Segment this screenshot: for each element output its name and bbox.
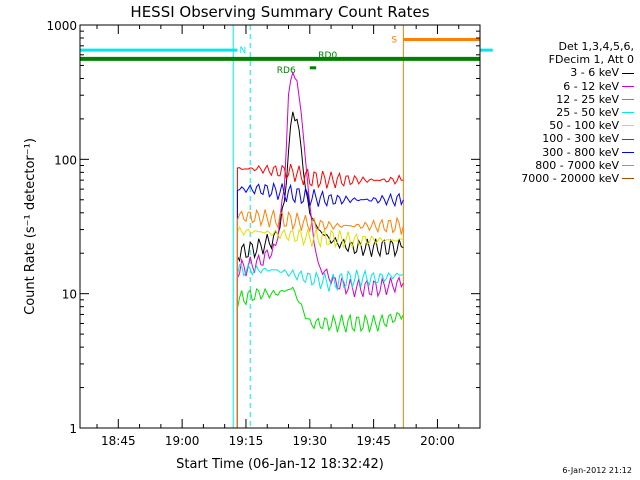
legend-item: 25 - 50 keV bbox=[488, 106, 634, 119]
plot-frame bbox=[79, 24, 481, 429]
legend-header-line-1: Det 1,3,4,5,6, bbox=[558, 40, 634, 53]
series-line-3to6kev-b bbox=[497, 240, 510, 428]
legend-item-label: 100 - 300 keV bbox=[542, 132, 619, 146]
series-line-3to6kev bbox=[236, 111, 404, 428]
annotation-label-2: S bbox=[391, 35, 397, 45]
series-line-12to25kev-b bbox=[497, 294, 510, 429]
legend-item-label: 50 - 100 keV bbox=[549, 119, 619, 133]
x-axis-label: Start Time (06-Jan-12 18:32:42) bbox=[176, 457, 384, 472]
legend-item-label: 300 - 800 keV bbox=[542, 145, 619, 159]
legend-item: 300 - 800 keV bbox=[488, 146, 634, 159]
series-line-100to300kev-b bbox=[497, 158, 510, 428]
annotation-label-0: N bbox=[239, 46, 246, 56]
y-tick-label-1: 1 bbox=[69, 422, 77, 436]
legend-header-line-2: FDecim 1, Att 0 bbox=[548, 53, 634, 67]
legend-item-swatch bbox=[622, 112, 634, 114]
annotation-label-3: RD0 bbox=[318, 51, 337, 61]
timestamp: 6-Jan-2012 21:12 bbox=[562, 466, 632, 475]
annotation-label-4: RD6 bbox=[277, 66, 296, 76]
x-tick-label-3: 19:30 bbox=[292, 434, 327, 448]
y-tick-label-1000: 1000 bbox=[46, 19, 77, 33]
series-line-50to100kev bbox=[236, 225, 404, 428]
y-tick-label-100: 100 bbox=[54, 153, 77, 167]
x-tick-label-2: 19:15 bbox=[229, 434, 264, 448]
legend-item-label: 6 - 12 keV bbox=[563, 79, 619, 93]
legend-item-label: 3 - 6 keV bbox=[570, 66, 619, 80]
legend-item-swatch bbox=[622, 164, 634, 166]
legend-item-label: 25 - 50 keV bbox=[556, 106, 619, 120]
series-line-100to300kev bbox=[236, 163, 404, 428]
legend-item-swatch bbox=[622, 98, 634, 100]
series-line-800to7000kev-b bbox=[497, 207, 510, 428]
series-line-300to800kev bbox=[236, 181, 404, 428]
x-tick-label-5: 20:00 bbox=[420, 434, 455, 448]
legend-item-swatch bbox=[622, 85, 634, 87]
y-axis-label: Count Rate (s⁻¹ detector⁻¹) bbox=[23, 138, 38, 315]
legend-item-swatch bbox=[622, 178, 634, 180]
legend-item-label: 7000 - 20000 keV bbox=[521, 172, 619, 186]
series-line-50to100kev-b bbox=[497, 225, 510, 428]
x-tick-label-4: 19:45 bbox=[356, 434, 391, 448]
series-line-25to50kev bbox=[236, 263, 404, 428]
legend-item-label: 800 - 7000 keV bbox=[535, 158, 619, 172]
x-tick-label-0: 18:45 bbox=[101, 434, 136, 448]
legend-item: 50 - 100 keV bbox=[488, 119, 634, 132]
legend-item-label: 12 - 25 keV bbox=[556, 92, 619, 106]
legend-item-swatch bbox=[622, 151, 634, 153]
legend-item: 100 - 300 keV bbox=[488, 132, 634, 145]
x-tick-label-1: 19:00 bbox=[165, 434, 200, 448]
legend-item: 800 - 7000 keV bbox=[488, 159, 634, 172]
chart-title: HESSI Observing Summary Count Rates bbox=[130, 3, 429, 21]
legend-item: 6 - 12 keV bbox=[488, 80, 634, 93]
series-line-800to7000kev bbox=[236, 208, 404, 428]
series-line-300to800kev-b bbox=[497, 184, 510, 428]
legend-item: 12 - 25 keV bbox=[488, 93, 634, 106]
legend-item-swatch bbox=[622, 138, 634, 140]
y-tick-label-10: 10 bbox=[62, 288, 77, 302]
series-line-6to12kev-b bbox=[497, 266, 510, 428]
legend-item: 3 - 6 keV bbox=[488, 66, 634, 79]
series-line-25to50kev-b bbox=[497, 252, 510, 428]
legend: Det 1,3,4,5,6, FDecim 1, Att 0 3 - 6 keV… bbox=[488, 40, 634, 185]
legend-item-swatch bbox=[622, 125, 634, 127]
legend-item: 7000 - 20000 keV bbox=[488, 172, 634, 185]
series-line-12to25kev bbox=[236, 286, 404, 428]
legend-item-swatch bbox=[622, 72, 634, 74]
